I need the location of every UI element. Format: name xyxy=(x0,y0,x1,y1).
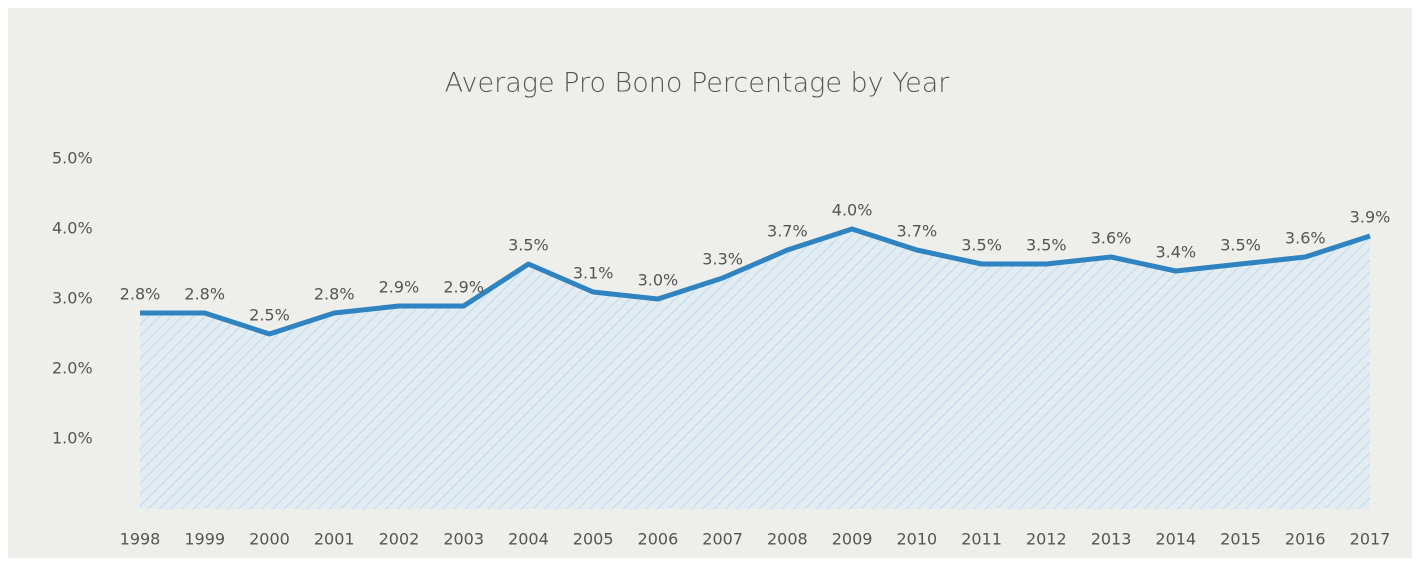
y-tick-label: 2.0% xyxy=(52,359,93,378)
line xyxy=(140,226,1371,337)
value-label: 3.5% xyxy=(1220,236,1261,255)
value-label: 2.9% xyxy=(379,278,420,297)
value-label: 3.9% xyxy=(1350,208,1391,227)
x-tick-label: 2005 xyxy=(573,530,614,549)
area xyxy=(140,229,1370,509)
y-tick-label: 4.0% xyxy=(52,219,93,238)
value-label: 2.9% xyxy=(443,278,484,297)
x-tick-label: 2004 xyxy=(508,530,549,549)
x-tick-label: 2003 xyxy=(443,530,484,549)
value-label: 3.1% xyxy=(573,264,614,283)
x-tick-label: 2013 xyxy=(1091,530,1132,549)
value-label: 3.6% xyxy=(1285,229,1326,248)
x-tick-label: 1998 xyxy=(120,530,161,549)
x-tick-label: 2017 xyxy=(1350,530,1391,549)
x-tick-label: 2012 xyxy=(1026,530,1067,549)
x-tick-label: 2015 xyxy=(1220,530,1261,549)
chart-title: Average Pro Bono Percentage by Year xyxy=(445,68,951,99)
value-label: 3.5% xyxy=(961,236,1002,255)
x-tick-label: 2011 xyxy=(961,530,1002,549)
x-tick-label: 1999 xyxy=(184,530,225,549)
value-label: 2.8% xyxy=(314,285,355,304)
x-tick-label: 2008 xyxy=(767,530,808,549)
x-tick-label: 2016 xyxy=(1285,530,1326,549)
x-tick-label: 2000 xyxy=(249,530,290,549)
y-tick-label: 5.0% xyxy=(52,149,93,168)
x-tick-label: 2006 xyxy=(638,530,679,549)
value-label: 3.5% xyxy=(508,236,549,255)
x-tick-label: 2009 xyxy=(832,530,873,549)
y-tick-label: 3.0% xyxy=(52,289,93,308)
y-tick-label: 1.0% xyxy=(52,429,93,448)
value-label: 4.0% xyxy=(832,201,873,220)
value-label: 2.8% xyxy=(120,285,161,304)
value-label: 3.4% xyxy=(1155,243,1196,262)
value-label: 3.3% xyxy=(702,250,743,269)
value-label: 3.5% xyxy=(1026,236,1067,255)
x-tick-label: 2014 xyxy=(1155,530,1196,549)
x-tick-label: 2007 xyxy=(702,530,743,549)
x-tick-label: 2002 xyxy=(379,530,420,549)
x-tick-label: 2010 xyxy=(896,530,937,549)
x-tick-label: 2001 xyxy=(314,530,355,549)
value-label: 3.7% xyxy=(897,222,938,241)
value-label: 3.7% xyxy=(767,222,808,241)
value-label: 3.6% xyxy=(1091,229,1132,248)
value-label: 3.0% xyxy=(638,271,679,290)
value-label: 2.8% xyxy=(184,285,225,304)
value-label: 2.5% xyxy=(249,306,290,325)
